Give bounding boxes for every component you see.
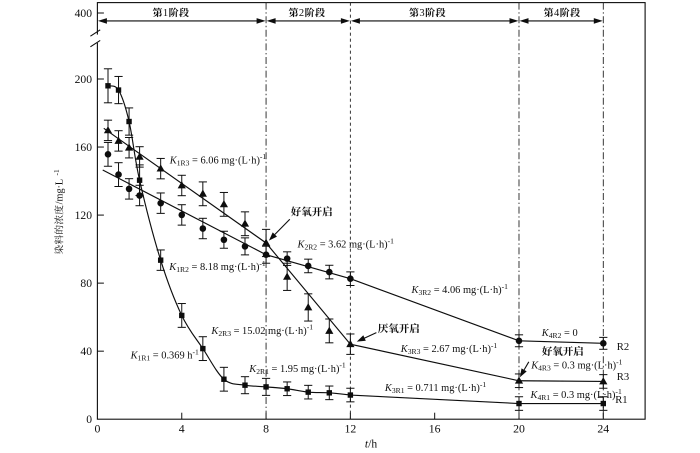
svg-text:0: 0 (86, 413, 92, 426)
svg-text:K2R2 = 3.62 mg·(L·h)-1: K2R2 = 3.62 mg·(L·h)-1 (297, 236, 395, 251)
svg-text:3: 3 (419, 8, 424, 19)
svg-text:80: 80 (80, 277, 92, 290)
svg-text:/mg·L: /mg·L (55, 179, 66, 204)
svg-text:R3: R3 (617, 372, 629, 383)
svg-text:K3R2 = 4.06 mg·(L·h)-1: K3R2 = 4.06 mg·(L·h)-1 (411, 282, 509, 297)
svg-text:K4R1 = 0.3 mg·(L·h)-1: K4R1 = 0.3 mg·(L·h)-1 (530, 387, 622, 402)
svg-text:R1: R1 (615, 395, 627, 406)
svg-text:20: 20 (513, 421, 525, 435)
svg-text:K1R2 = 8.18 mg·(L·h)-1: K1R2 = 8.18 mg·(L·h)-1 (168, 259, 266, 274)
svg-text:160: 160 (75, 141, 93, 154)
svg-text:400: 400 (75, 7, 93, 20)
svg-text:R2: R2 (617, 342, 629, 353)
svg-text:K2R1 = 1.95 mg·(L·h)-1: K2R1 = 1.95 mg·(L·h)-1 (248, 361, 346, 376)
svg-text:t/h: t/h (365, 437, 377, 450)
svg-text:K2R3 = 15.02 mg·(L·h)-1: K2R3 = 15.02 mg·(L·h)-1 (210, 323, 313, 338)
svg-text:K1R1 = 0.369 h-1: K1R1 = 0.369 h-1 (130, 347, 199, 362)
svg-text:24: 24 (597, 421, 609, 435)
svg-text:K4R3 = 0.3 mg·(L·h)-1: K4R3 = 0.3 mg·(L·h)-1 (530, 357, 622, 372)
svg-text:-1: -1 (52, 169, 61, 175)
svg-text:8: 8 (263, 421, 269, 435)
svg-text:2: 2 (299, 8, 304, 19)
svg-text:200: 200 (75, 73, 93, 86)
svg-text:K3R3 = 2.67 mg·(L·h)-1: K3R3 = 2.67 mg·(L·h)-1 (400, 341, 498, 356)
svg-text:K4R2 = 0: K4R2 = 0 (541, 328, 578, 340)
svg-text:40: 40 (80, 345, 92, 358)
svg-text:120: 120 (75, 209, 93, 222)
svg-text:1: 1 (163, 8, 168, 19)
svg-text:4: 4 (554, 8, 560, 19)
svg-text:4: 4 (179, 421, 185, 435)
svg-text:K3R1 = 0.711 mg·(L·h)-1: K3R1 = 0.711 mg·(L·h)-1 (384, 380, 486, 395)
svg-text:0: 0 (94, 421, 100, 435)
svg-text:16: 16 (429, 421, 441, 435)
svg-text:K1R3 = 6.06 mg·(L·h)-1: K1R3 = 6.06 mg·(L·h)-1 (169, 152, 267, 167)
svg-text:12: 12 (344, 421, 356, 435)
